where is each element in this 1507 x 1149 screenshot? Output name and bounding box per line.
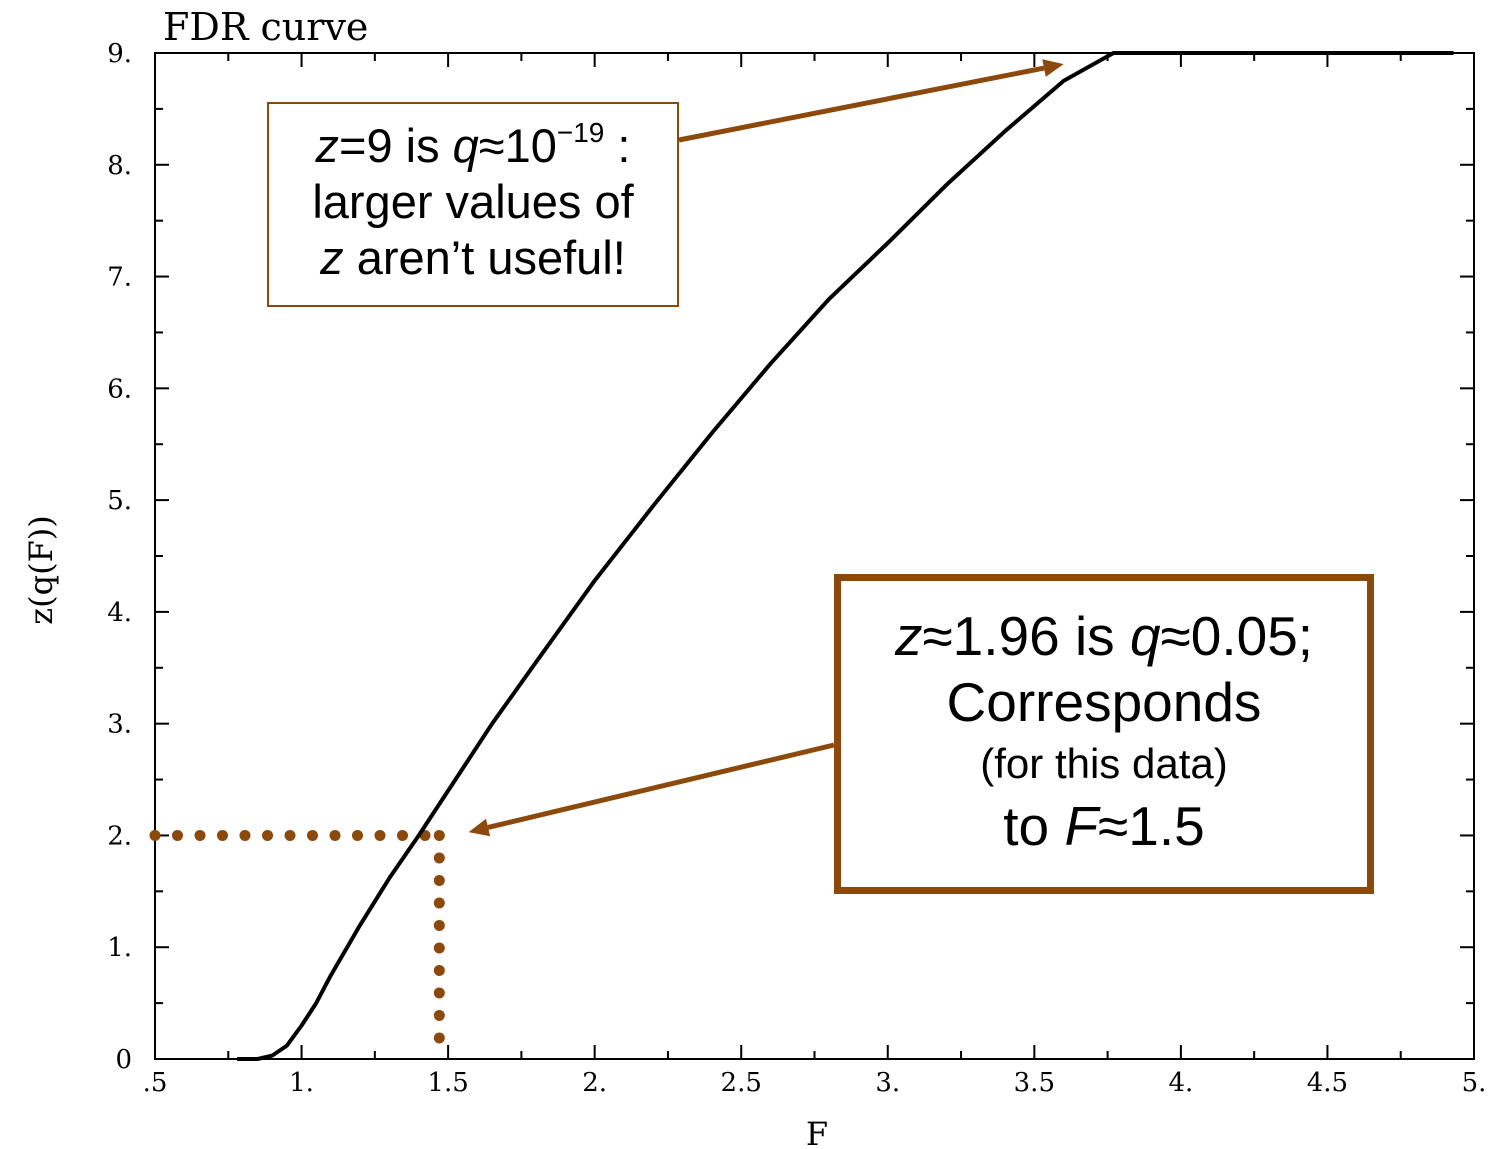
x-tick-label: .5 bbox=[143, 1068, 168, 1098]
y-axis-label: z(q(F)) bbox=[22, 515, 60, 624]
x-tick-label: 4. bbox=[1168, 1068, 1193, 1098]
y-tick-label: 4. bbox=[107, 598, 132, 628]
callout-z9: z=9 is q≈10−19 : larger values of z aren… bbox=[267, 102, 679, 307]
x-axis-label: F bbox=[806, 1115, 828, 1149]
arrow-to-z196-head bbox=[468, 818, 491, 837]
callout-z9-line3: z aren’t useful! bbox=[320, 231, 626, 284]
x-tick-label: 1.5 bbox=[427, 1068, 468, 1098]
arrow-to-z196-shaft bbox=[487, 742, 835, 830]
x-tick-label: 3.5 bbox=[1014, 1068, 1055, 1098]
arrow-to-z9 bbox=[678, 59, 1064, 143]
callout-z196-line3: (for this data) bbox=[980, 740, 1228, 787]
callout-z9-line2: larger values of bbox=[312, 175, 634, 228]
callout-z196-line1: z≈1.96 is q≈0.05; bbox=[894, 605, 1314, 667]
callout-z9-line1: z=9 is q≈10−19 : bbox=[315, 117, 631, 173]
y-tick-label: 9. bbox=[107, 39, 132, 69]
arrow-to-z9-shaft bbox=[678, 65, 1045, 143]
fdr-curve-line bbox=[237, 51, 1454, 1061]
x-tick-label: 4.5 bbox=[1307, 1068, 1348, 1098]
highlight-guides bbox=[149, 829, 445, 1065]
x-tick-labels: .5 1. 1.5 2. 2.5 3. 3.5 4. 4.5 5. bbox=[143, 1068, 1487, 1098]
x-tick-label: 2.5 bbox=[721, 1068, 762, 1098]
arrow-to-z9-head bbox=[1042, 59, 1064, 77]
arrow-to-z196 bbox=[468, 742, 835, 837]
y-tick-labels: 0 1. 2. 3. 4. 5. 6. 7. 8. 9. bbox=[107, 39, 132, 1075]
y-tick-label: 7. bbox=[107, 263, 132, 293]
chart-title: FDR curve bbox=[163, 5, 368, 49]
y-tick-label: 5. bbox=[107, 486, 132, 516]
callout-z196-line2: Corresponds bbox=[946, 671, 1262, 733]
x-tick-label: 1. bbox=[289, 1068, 314, 1098]
x-tick-label: 3. bbox=[875, 1068, 900, 1098]
callout-z196: z≈1.96 is q≈0.05; Corresponds (for this … bbox=[834, 574, 1374, 894]
y-tick-label: 3. bbox=[107, 710, 132, 740]
callout-z196-line4: to F≈1.5 bbox=[1003, 795, 1205, 857]
x-tick-label: 5. bbox=[1462, 1068, 1487, 1098]
x-tick-label: 2. bbox=[582, 1068, 607, 1098]
y-tick-label: 1. bbox=[107, 933, 132, 963]
y-tick-label: 8. bbox=[107, 151, 132, 181]
y-tick-label: 2. bbox=[107, 821, 132, 851]
y-tick-label: 6. bbox=[107, 374, 132, 404]
y-tick-label: 0 bbox=[115, 1045, 132, 1075]
annotation-arrows bbox=[468, 59, 1064, 837]
